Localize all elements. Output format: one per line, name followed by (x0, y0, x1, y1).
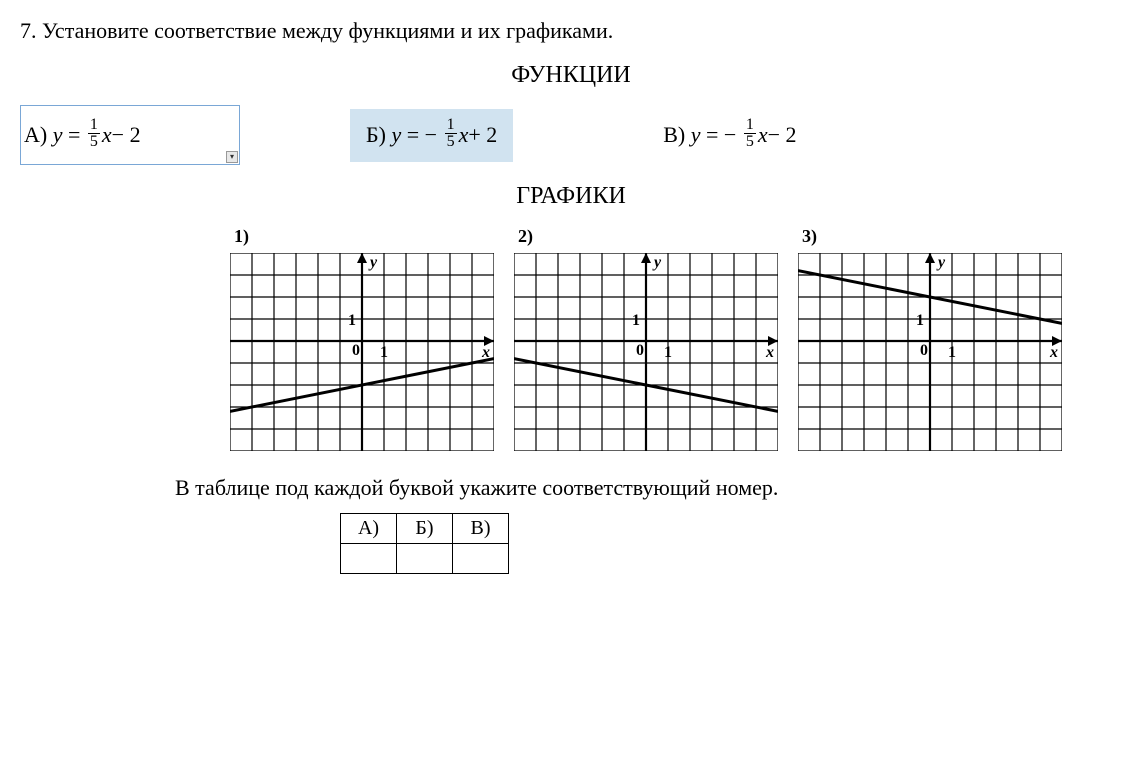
chart-3-svg: 0 1 1 x y (798, 253, 1062, 451)
svg-text:y: y (936, 254, 946, 271)
fn-c-var: y (691, 122, 701, 148)
functions-heading: ФУНКЦИИ (20, 62, 1122, 89)
fn-b-tail: + 2 (468, 122, 497, 148)
fn-a-var: y (53, 122, 63, 148)
fn-b-x: x (459, 122, 469, 148)
svg-text:1: 1 (664, 344, 672, 361)
fn-a-x: x (102, 122, 112, 148)
function-a-input[interactable]: А) y = 1 5 x − 2 ▾ (20, 105, 240, 165)
function-c-label: В) (663, 122, 685, 148)
fn-c-eq: = − (706, 122, 736, 148)
chart-2-svg: 0 1 1 x y (514, 253, 778, 451)
table-header-c: В) (453, 514, 509, 544)
chart-1-label: 1) (234, 226, 494, 247)
fn-b-eq: = − (407, 122, 437, 148)
answer-cell-b[interactable] (397, 544, 453, 574)
fn-b-var: y (391, 122, 401, 148)
svg-text:0: 0 (636, 342, 644, 359)
charts-row: 1) 0 1 1 x y 2) 0 1 1 x y 3) 0 1 1 x y (170, 226, 1122, 451)
svg-text:1: 1 (948, 344, 956, 361)
table-header-a: А) (341, 514, 397, 544)
svg-text:1: 1 (632, 312, 640, 329)
fn-a-tail: − 2 (112, 122, 141, 148)
fn-a-frac: 1 5 (88, 117, 100, 150)
svg-text:1: 1 (348, 312, 356, 329)
svg-text:1: 1 (380, 344, 388, 361)
question-body: Установите соответствие между функциями … (42, 18, 613, 43)
answer-cell-c[interactable] (453, 544, 509, 574)
answer-table: А) Б) В) (340, 513, 509, 574)
graphs-heading: ГРАФИКИ (20, 183, 1122, 210)
chart-1-svg: 011xy (230, 253, 494, 451)
fn-a-eq: = (68, 122, 80, 148)
svg-text:x: x (765, 344, 774, 361)
svg-text:x: x (1049, 344, 1058, 361)
table-answer-row (341, 544, 509, 574)
question-number: 7. (20, 18, 37, 43)
svg-text:y: y (652, 254, 662, 271)
svg-text:y: y (368, 254, 378, 271)
fn-c-tail: − 2 (768, 122, 797, 148)
table-header-row: А) Б) В) (341, 514, 509, 544)
table-caption: В таблице под каждой буквой укажите соот… (175, 475, 1122, 501)
fn-c-frac: 1 5 (744, 117, 756, 150)
dropdown-icon[interactable]: ▾ (226, 151, 238, 163)
chart-1: 1) 011xy (230, 226, 494, 451)
chart-2: 2) 0 1 1 x y (514, 226, 778, 451)
svg-text:0: 0 (352, 342, 360, 359)
svg-text:0: 0 (920, 342, 928, 359)
table-header-b: Б) (397, 514, 453, 544)
fn-b-frac: 1 5 (445, 117, 457, 150)
function-b-label: Б) (366, 122, 386, 148)
fn-c-x: x (758, 122, 768, 148)
answer-cell-a[interactable] (341, 544, 397, 574)
function-a-label: А) (24, 122, 47, 148)
chart-3: 3) 0 1 1 x y (798, 226, 1062, 451)
function-b: Б) y = − 1 5 x + 2 (350, 109, 513, 162)
chart-2-label: 2) (518, 226, 778, 247)
functions-row: А) y = 1 5 x − 2 ▾ Б) y = − 1 5 x + 2 В)… (20, 105, 1122, 165)
svg-text:1: 1 (916, 312, 924, 329)
chart-3-label: 3) (802, 226, 1062, 247)
question-text: 7. Установите соответствие между функция… (20, 18, 1122, 44)
function-c: В) y = − 1 5 x − 2 (663, 119, 796, 152)
